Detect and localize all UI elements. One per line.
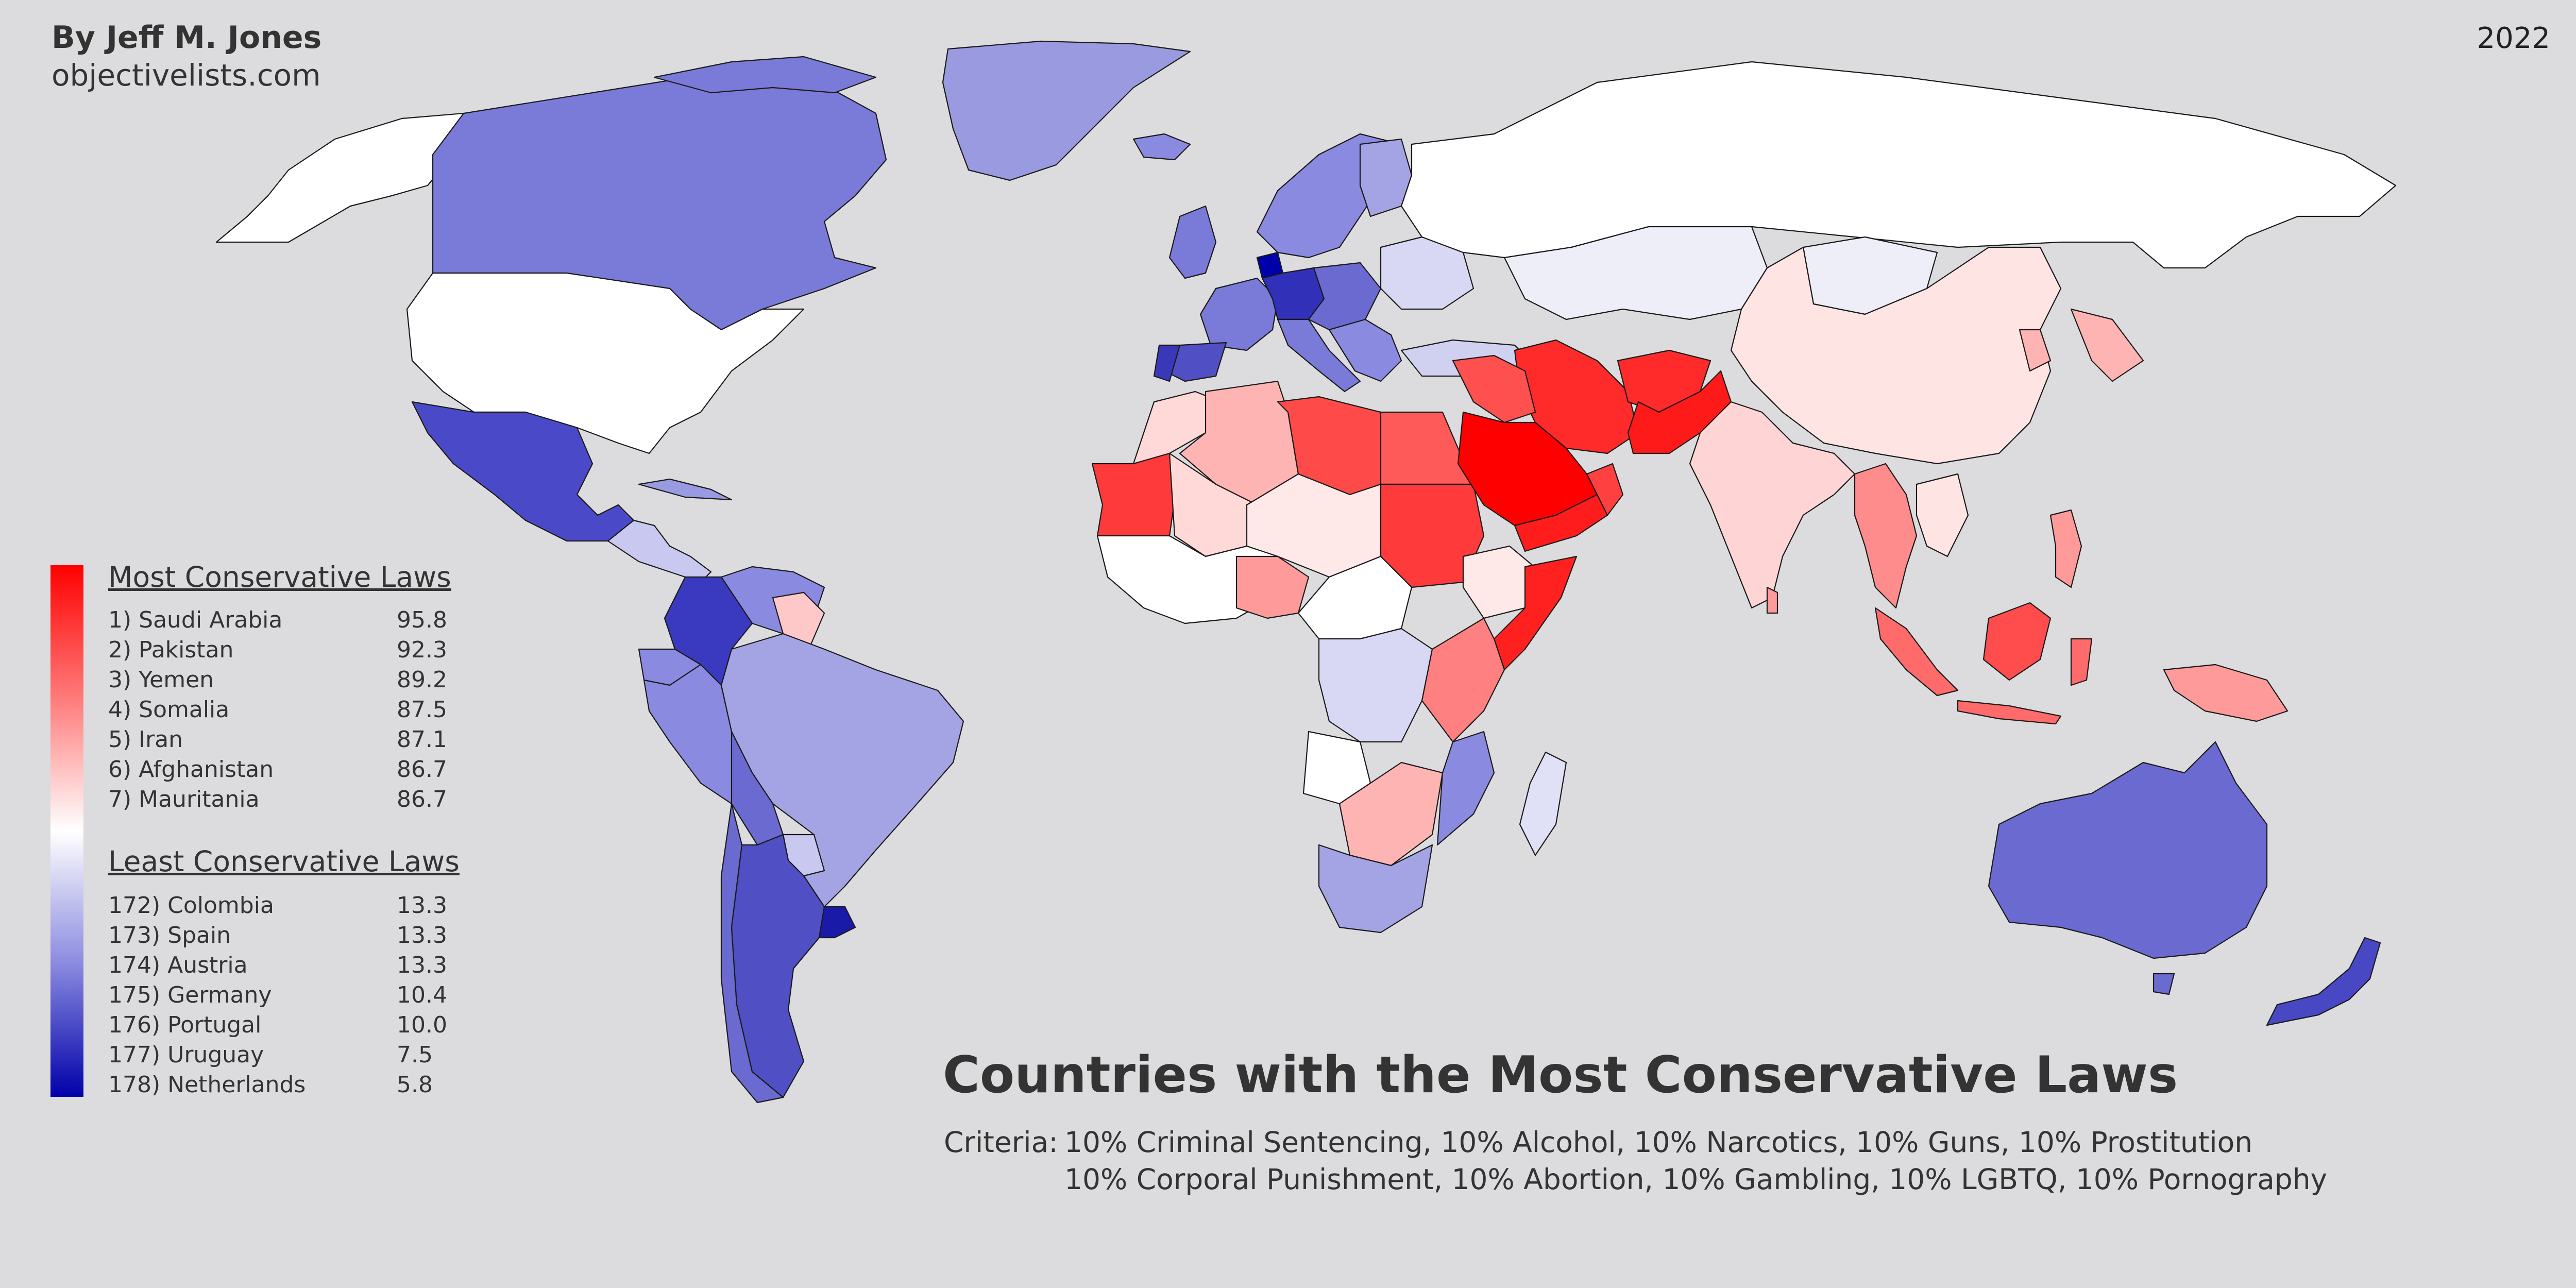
legend-least-item: 175) Germany 10.4 — [108, 982, 448, 1012]
country-drc — [1318, 628, 1433, 743]
legend-item-score: 86.7 — [397, 756, 447, 783]
country-new-zealand — [2266, 937, 2381, 1026]
country-indochina — [1916, 473, 1969, 557]
legend-most-item: 7) Mauritania 86.7 — [108, 786, 448, 816]
legend-item-label: 177) Uruguay — [108, 1042, 264, 1068]
country-argentina — [731, 834, 825, 1098]
legend-most-item: 5) Iran 87.1 — [108, 726, 448, 756]
legend-item-label: 2) Pakistan — [108, 637, 234, 663]
country-iraq-syria — [1452, 354, 1536, 423]
legend-least-item: 172) Colombia 13.3 — [108, 892, 448, 922]
country-russia — [1400, 61, 2397, 269]
country-indonesia-java — [1957, 700, 2062, 725]
country-uk-ireland — [1168, 205, 1217, 279]
country-korea-japan — [2019, 308, 2144, 382]
oceania — [1988, 741, 2381, 1026]
country-tasmania — [2153, 973, 2175, 995]
country-philippines — [2049, 509, 2082, 588]
country-somalia — [1493, 555, 1578, 671]
criteria-line-1: 10% Criminal Sentencing, 10% Alcohol, 10… — [1064, 1126, 2253, 1159]
country-sulawesi — [2070, 638, 2093, 686]
country-cuba — [638, 478, 733, 501]
country-uruguay — [818, 906, 856, 939]
legend-most-heading: Most Conservative Laws — [108, 561, 451, 594]
legend-least-item: 178) Netherlands 5.8 — [108, 1072, 448, 1101]
north-america — [215, 40, 1191, 583]
author-credit: By Jeff M. Jones — [52, 20, 322, 56]
legend-item-label: 175) Germany — [108, 982, 272, 1008]
country-oman — [1586, 463, 1624, 516]
country-malaysia-borneo — [1982, 602, 2052, 681]
legend-item-label: 174) Austria — [108, 952, 248, 978]
legend-color-scale — [50, 565, 83, 1097]
legend-item-score: 5.8 — [397, 1072, 433, 1098]
legend-most-item: 1) Saudi Arabia 95.8 — [108, 607, 448, 637]
legend-item-score: 89.2 — [397, 667, 447, 693]
africa — [1091, 380, 1578, 934]
criteria-prefix: Criteria: — [944, 1126, 1058, 1159]
legend-most-item: 2) Pakistan 92.3 — [108, 637, 448, 667]
country-greenland — [942, 40, 1191, 181]
country-indonesia-sumatra — [1874, 607, 1959, 697]
legend-item-score: 7.5 — [397, 1042, 433, 1068]
legend-item-label: 173) Spain — [108, 922, 231, 948]
legend-item-score: 95.8 — [397, 607, 447, 633]
legend-least-item: 177) Uruguay 7.5 — [108, 1042, 448, 1072]
country-kenya-tanzania — [1421, 617, 1505, 743]
south-america — [638, 566, 964, 1104]
country-sri-lanka — [1766, 586, 1778, 614]
legend-item-label: 172) Colombia — [108, 892, 274, 919]
country-new-guinea — [2163, 664, 2289, 722]
legend-most-item: 4) Somalia 87.5 — [108, 697, 448, 726]
country-mexico — [411, 401, 635, 542]
website-credit: objectivelists.com — [52, 58, 321, 93]
legend-item-label: 176) Portugal — [108, 1012, 262, 1038]
legend-item-score: 10.4 — [397, 982, 447, 1008]
country-canada-arctic-islands — [653, 56, 877, 94]
legend-least-item: 176) Portugal 10.0 — [108, 1012, 448, 1042]
legend-item-score: 87.5 — [397, 697, 447, 723]
legend-item-label: 1) Saudi Arabia — [108, 607, 283, 633]
legend-most-item: 3) Yemen 89.2 — [108, 667, 448, 697]
legend-most-item: 6) Afghanistan 86.7 — [108, 756, 448, 786]
legend-item-score: 10.0 — [397, 1012, 447, 1038]
legend-least-item: 174) Austria 13.3 — [108, 952, 448, 982]
legend-item-score: 13.3 — [397, 892, 447, 919]
asia — [1400, 61, 2397, 725]
map-title: Countries with the Most Conservative Law… — [943, 1046, 2178, 1105]
legend-item-label: 4) Somalia — [108, 697, 230, 723]
legend-item-label: 178) Netherlands — [108, 1072, 306, 1098]
legend-item-score: 86.7 — [397, 786, 447, 812]
country-central-america — [607, 519, 712, 583]
country-india — [1689, 401, 1856, 609]
country-alaska — [215, 112, 485, 243]
legend-item-label: 7) Mauritania — [108, 786, 260, 812]
year-label: 2022 — [2477, 22, 2550, 55]
country-iceland — [1132, 133, 1191, 161]
legend-item-label: 5) Iran — [108, 726, 183, 753]
country-portugal — [1153, 344, 1181, 382]
criteria-line-2: 10% Corporal Punishment, 10% Abortion, 1… — [1064, 1163, 2328, 1196]
country-mauritania — [1091, 452, 1181, 537]
country-myanmar-thailand — [1854, 463, 1918, 609]
country-usa — [406, 272, 805, 454]
legend-item-score: 13.3 — [397, 922, 447, 948]
legend-item-score: 13.3 — [397, 952, 447, 978]
legend-least-heading: Least Conservative Laws — [108, 845, 460, 878]
country-balkans — [1328, 318, 1402, 382]
legend-least-item: 173) Spain 13.3 — [108, 922, 448, 952]
country-france — [1199, 277, 1279, 351]
country-nigeria — [1235, 555, 1310, 619]
legend-item-label: 6) Afghanistan — [108, 756, 274, 783]
country-australia — [1988, 741, 2268, 959]
country-south-africa — [1318, 844, 1433, 934]
country-mozambique — [1436, 731, 1495, 846]
country-madagascar — [1519, 751, 1567, 856]
legend-item-score: 92.3 — [397, 637, 447, 663]
legend-item-score: 87.1 — [397, 726, 447, 753]
legend-item-label: 3) Yemen — [108, 667, 214, 693]
country-italy — [1277, 318, 1361, 393]
